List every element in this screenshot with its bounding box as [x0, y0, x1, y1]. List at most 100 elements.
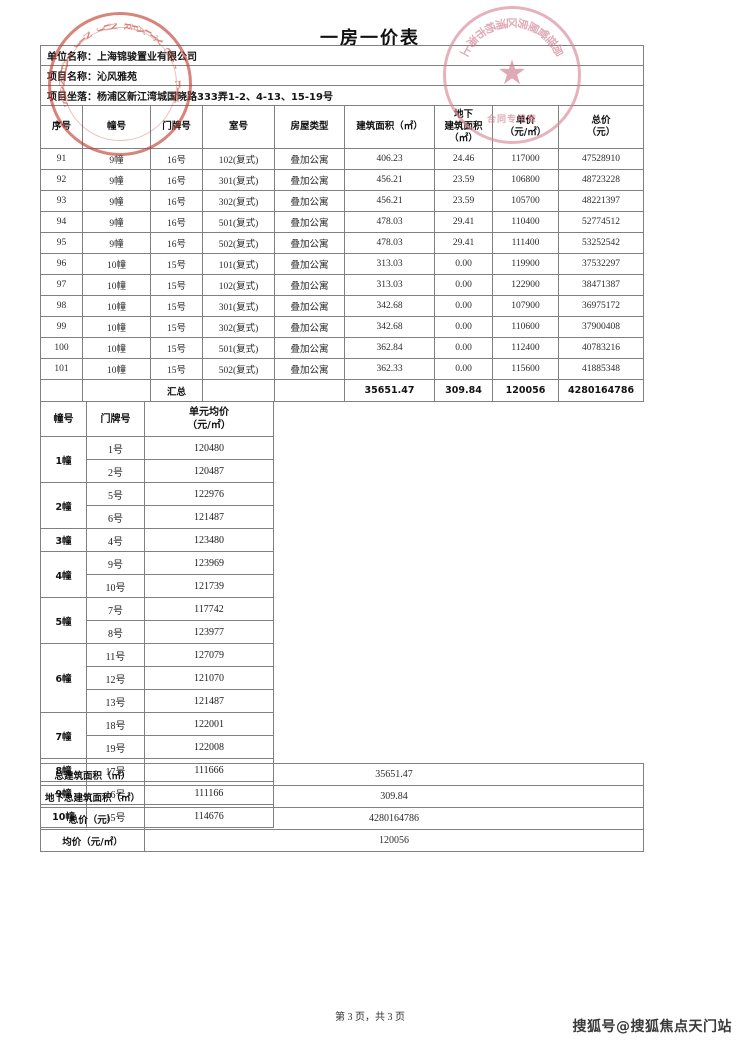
unit-row: 13号 121487: [41, 689, 274, 713]
cell-seq: 96: [40, 253, 83, 275]
cell-area: 342.68: [344, 295, 435, 317]
table-row: 96 10幢 15号 101(复式) 叠加公寓 313.03 0.00 119900 37532…: [40, 253, 645, 275]
cell-room: 502(复式): [202, 358, 275, 380]
cell-door: 16号: [150, 148, 203, 170]
info-row: 项目名称：沁风雅苑: [39, 65, 645, 86]
cell-underground: 29.41: [434, 211, 493, 233]
cell-type: 叠加公寓: [274, 337, 345, 359]
cell-unit_price: 112400: [492, 337, 559, 359]
unit-row: 2号 120487: [41, 459, 274, 483]
cell-door: 15号: [150, 316, 203, 338]
cell-door: 8号: [86, 620, 145, 644]
cell-door: 12号: [86, 666, 145, 690]
summary-row: 均价（元/㎡） 120056: [40, 829, 644, 852]
summary-row: 总价（元） 4280164786: [40, 807, 644, 830]
unit-row: 4幢 9号 123969: [40, 551, 274, 598]
cell-building: 9幢: [82, 148, 151, 170]
unit-row: 19号 122008: [41, 735, 274, 759]
column-header-3: 室号: [202, 105, 275, 149]
cell-building: 9幢: [82, 190, 151, 212]
cell-door: 16号: [150, 169, 203, 191]
total-cell-unit_price: 120056: [492, 379, 559, 402]
page-number-footer: 第 3 页，共 3 页: [335, 1012, 405, 1023]
cell-seq: 91: [40, 148, 83, 170]
cell-door: 4号: [86, 528, 145, 552]
cell-door: 6号: [86, 505, 145, 529]
cell-unit-price: 122008: [144, 735, 274, 759]
cell-total_price: 41885348: [557, 358, 645, 380]
cell-unit_price: 110600: [492, 316, 559, 338]
cell-room: 502(复式): [202, 232, 275, 254]
cell-area: 313.03: [344, 253, 435, 275]
cell-seq: 98: [40, 295, 83, 317]
cell-underground: 23.59: [434, 190, 493, 212]
cell-building: 4幢: [40, 551, 87, 598]
unit-row: 6幢 11号 127079: [40, 643, 274, 713]
cell-unit_price: 110400: [492, 211, 559, 233]
cell-door: 19号: [86, 735, 145, 759]
cell-seq: 93: [40, 190, 83, 212]
cell-underground: 0.00: [434, 337, 493, 359]
cell-total_price: 36975172: [557, 295, 645, 317]
cell-type: 叠加公寓: [274, 274, 345, 296]
table-row: 101 10幢 15号 502(复式) 叠加公寓 362.33 0.00 115600 4188…: [40, 358, 645, 380]
column-header-8: 总价 （元）: [557, 105, 645, 149]
cell-building: 3幢: [40, 528, 87, 552]
table-row: 97 10幢 15号 102(复式) 叠加公寓 313.03 0.00 122900 38471…: [40, 274, 645, 296]
unit-header-row: 幢号 门牌号 单元均价 （元/㎡）: [40, 401, 274, 437]
cell-unit-price: 127079: [144, 643, 274, 667]
cell-total_price: 37900408: [557, 316, 645, 338]
cell-seq: 101: [40, 358, 83, 380]
cell-area: 406.23: [344, 148, 435, 170]
unit-column-header-0: 幢号: [40, 401, 87, 437]
cell-room: 302(复式): [202, 316, 275, 338]
info-row: 项目坐落：杨浦区新江湾城国晓路333弄1-2、4-13、15-19号: [39, 85, 645, 106]
cell-building: 7幢: [40, 712, 87, 759]
cell-total_price: 38471387: [557, 274, 645, 296]
cell-door: 15号: [150, 337, 203, 359]
cell-unit-price: 121070: [144, 666, 274, 690]
cell-underground: 23.59: [434, 169, 493, 191]
cell-seq: 92: [40, 169, 83, 191]
table-row: 98 10幢 15号 301(复式) 叠加公寓 342.68 0.00 107900 36975…: [40, 295, 645, 317]
summary-row: 地下总建筑面积（㎡） 309.84: [40, 785, 644, 808]
cell-room: 101(复式): [202, 253, 275, 275]
info-cell: 单位名称：上海锦骏置业有限公司: [39, 45, 645, 66]
cell-total_price: 53252542: [557, 232, 645, 254]
cell-unit_price: 122900: [492, 274, 559, 296]
cell-room: 301(复式): [202, 295, 275, 317]
unit-row: 2幢 5号 122976: [40, 482, 274, 529]
column-header-5: 建筑面积（㎡）: [344, 105, 435, 149]
info-cell: 项目坐落：杨浦区新江湾城国晓路333弄1-2、4-13、15-19号: [39, 85, 645, 106]
cell-area: 362.33: [344, 358, 435, 380]
cell-type: 叠加公寓: [274, 211, 345, 233]
info-row: 单位名称：上海锦骏置业有限公司: [39, 45, 645, 66]
cell-unit-price: 123977: [144, 620, 274, 644]
cell-building: 10幢: [82, 337, 151, 359]
cell-door: 16号: [150, 232, 203, 254]
cell-door: 7号: [86, 597, 145, 621]
cell-unit-price: 120480: [144, 436, 274, 460]
table-total-row: 汇总 35651.47 309.84 120056 4280164786: [40, 379, 645, 402]
cell-area: 456.21: [344, 190, 435, 212]
total-cell-seq: [40, 379, 83, 402]
cell-unit-price: 120487: [144, 459, 274, 483]
unit-row: 7幢 18号 122001: [40, 712, 274, 759]
cell-total_price: 48723228: [557, 169, 645, 191]
cell-door: 16号: [150, 211, 203, 233]
table-row: 99 10幢 15号 302(复式) 叠加公寓 342.68 0.00 110600 37900…: [40, 316, 645, 338]
cell-door: 2号: [86, 459, 145, 483]
cell-underground: 0.00: [434, 358, 493, 380]
cell-unit_price: 115600: [492, 358, 559, 380]
cell-seq: 95: [40, 232, 83, 254]
cell-door: 15号: [150, 358, 203, 380]
cell-building: 9幢: [82, 232, 151, 254]
total-cell-area: 35651.47: [344, 379, 435, 402]
total-cell-underground: 309.84: [434, 379, 493, 402]
cell-total_price: 47528910: [557, 148, 645, 170]
table-header-row: 序号 幢号 门牌号 室号 房屋类型 建筑面积（㎡） 地下 建筑面积 （㎡） 单价 （元/㎡） 总价 （元…: [40, 105, 645, 149]
total-cell-door: 汇总: [150, 379, 203, 402]
info-cell: 项目名称：沁风雅苑: [39, 65, 645, 86]
cell-room: 102(复式): [202, 148, 275, 170]
cell-door: 11号: [86, 643, 145, 667]
